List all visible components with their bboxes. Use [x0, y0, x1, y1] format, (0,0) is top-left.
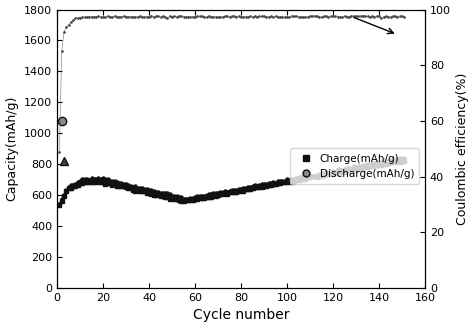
- Y-axis label: Coulombic efficiency(%): Coulombic efficiency(%): [456, 72, 469, 225]
- Y-axis label: Capacity(mAh/g): Capacity(mAh/g): [6, 96, 19, 201]
- X-axis label: Cycle number: Cycle number: [193, 308, 289, 322]
- Legend: Charge(mAh/g), Discharge(mAh/g): Charge(mAh/g), Discharge(mAh/g): [290, 149, 419, 184]
